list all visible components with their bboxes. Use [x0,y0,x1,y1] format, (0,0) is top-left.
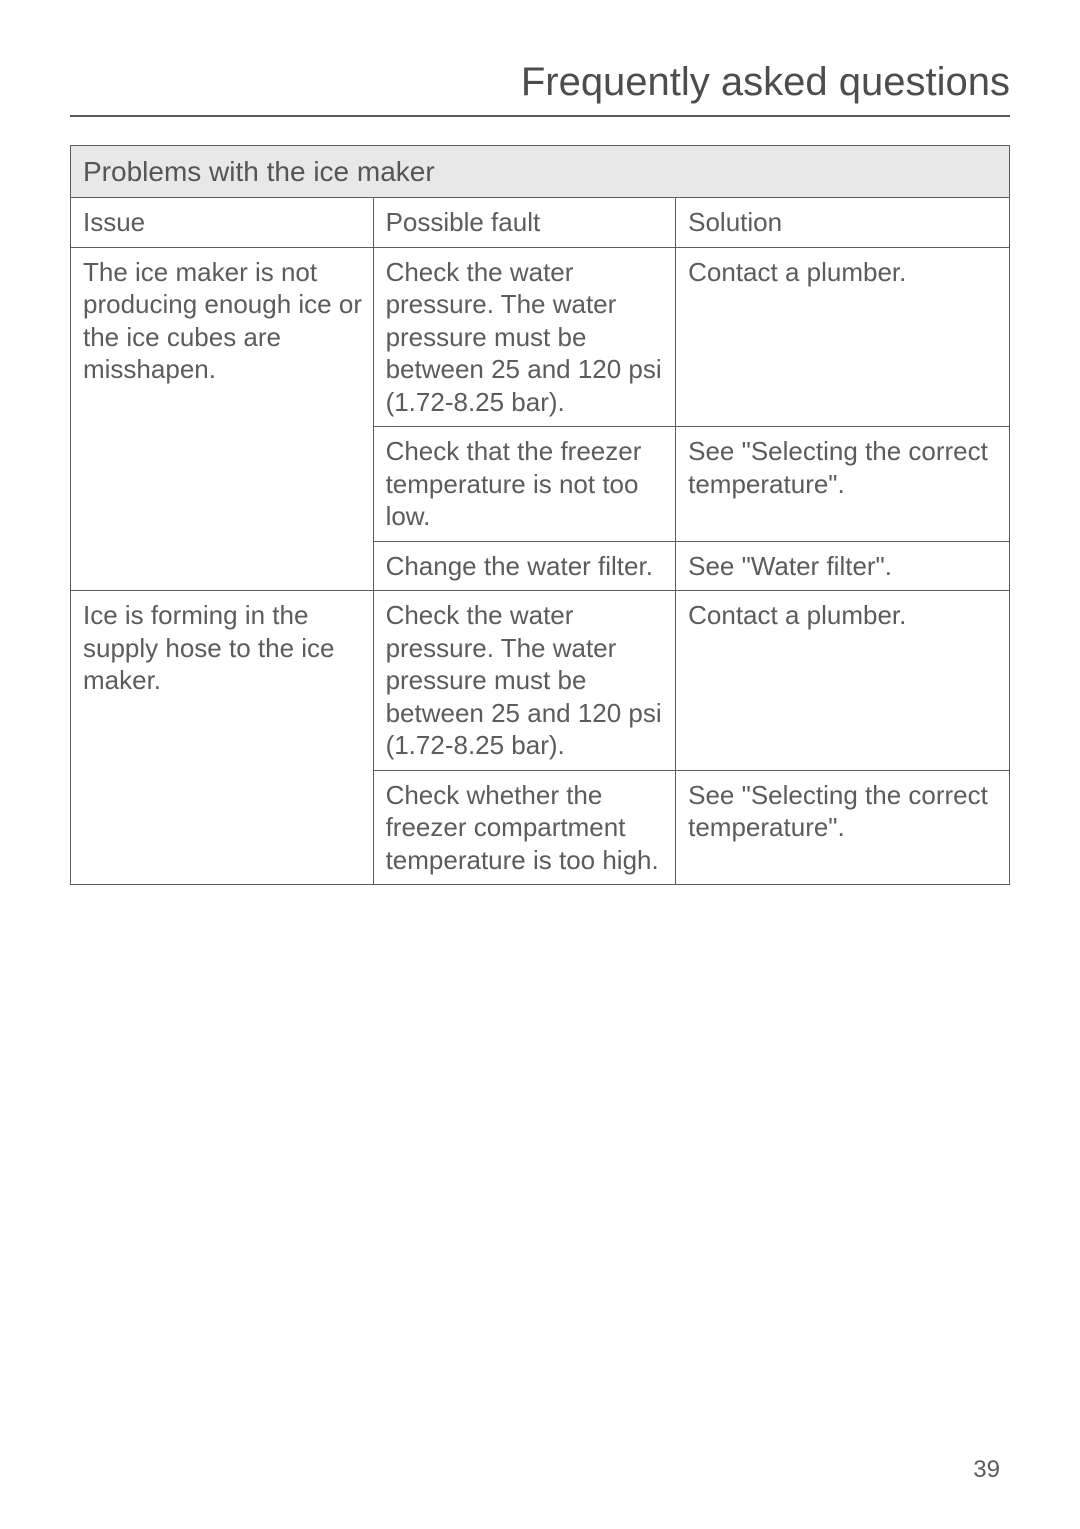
table-header-row: Issue Possible fault Solution [71,198,1010,248]
cell-fault: Check the water pressure. The water pres… [373,247,676,427]
cell-solution: Contact a plumber. [676,591,1010,771]
cell-solution: See "Selecting the correct temperature". [676,427,1010,542]
table-section-title: Problems with the ice maker [71,146,1010,198]
col-header-solution: Solution [676,198,1010,248]
page-title: Frequently asked questions [70,60,1010,105]
page-number: 39 [973,1456,1000,1484]
cell-fault: Check that the freezer temperature is no… [373,427,676,542]
faq-table: Problems with the ice maker Issue Possib… [70,145,1010,885]
col-header-issue: Issue [71,198,374,248]
table-section-header-row: Problems with the ice maker [71,146,1010,198]
cell-solution: Contact a plumber. [676,247,1010,427]
cell-issue: The ice maker is not producing enough ic… [71,247,374,591]
title-divider [70,115,1010,117]
table-row: The ice maker is not producing enough ic… [71,247,1010,427]
cell-fault: Change the water filter. [373,541,676,591]
page-container: Frequently asked questions Problems with… [0,0,1080,1529]
cell-fault: Check whether the freezer compartment te… [373,770,676,885]
cell-solution: See "Selecting the correct temperature". [676,770,1010,885]
cell-solution: See "Water filter". [676,541,1010,591]
col-header-fault: Possible fault [373,198,676,248]
cell-fault: Check the water pressure. The water pres… [373,591,676,771]
cell-issue: Ice is forming in the supply hose to the… [71,591,374,885]
table-row: Ice is forming in the supply hose to the… [71,591,1010,771]
